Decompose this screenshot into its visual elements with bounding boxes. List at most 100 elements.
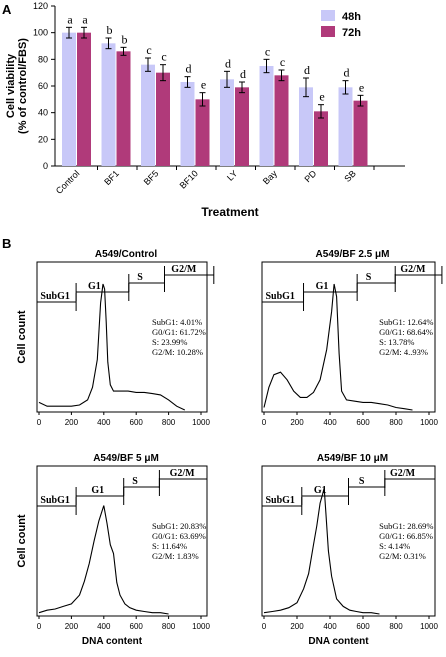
x-axis-label: DNA content [82, 636, 143, 647]
bar-48h-BF10 [180, 82, 195, 166]
significance-letter: d [240, 67, 246, 81]
gate-label-G1: G1 [91, 485, 104, 496]
histogram-curve [38, 283, 186, 411]
bar-72h-BF5 [156, 72, 170, 166]
stat-line: G2/M: 1.83% [152, 551, 199, 561]
stat-line: S: 11.64% [152, 541, 187, 551]
x-tick-label: 600 [130, 418, 144, 427]
significance-letter: d [344, 66, 350, 80]
x-tick-label: 600 [356, 622, 370, 631]
stat-line: G0/G1: 68.64% [379, 327, 433, 337]
x-tick-label: 0 [262, 622, 267, 631]
x-tick-label: PD [302, 168, 318, 184]
stat-line: SubG1: 20.83% [152, 521, 206, 531]
y-tick-label: 120 [33, 1, 48, 11]
significance-letter: d [225, 56, 231, 70]
bar-72h-LY [235, 87, 249, 166]
x-tick-label: 0 [262, 418, 267, 427]
x-tick-label: 800 [389, 418, 403, 427]
significance-letter: d [186, 62, 192, 76]
bar-72h-SB [353, 100, 368, 166]
x-tick-label: 600 [356, 418, 370, 427]
x-tick-label: 800 [162, 622, 176, 631]
histogram-frame [36, 261, 208, 413]
histogram-title: A549/BF 5 μM [93, 453, 159, 464]
x-tick-label: SB [342, 168, 358, 184]
histogram-curve [38, 505, 169, 615]
bar-48h-BF5 [141, 64, 155, 166]
y-tick-label: 80 [38, 54, 48, 64]
stat-line: S: 4.14% [379, 541, 410, 551]
stat-line: G2/M: 4..93% [379, 347, 428, 357]
stat-line: G0/G1: 63.69% [152, 531, 206, 541]
y-axis-label: Cell count [16, 514, 28, 568]
legend-swatch-48h [321, 10, 335, 21]
x-tick-label: 0 [37, 418, 42, 427]
bar-48h-Bay [259, 66, 274, 166]
stat-line: G2/M: 0.31% [379, 551, 426, 561]
gate-label-G2/M: G2/M [400, 264, 426, 275]
bar-48h-BF1 [101, 43, 116, 167]
bar-72h-Control [77, 32, 91, 166]
gate-label-S: S [137, 272, 143, 283]
x-axis-label: Treatment [201, 205, 258, 219]
stat-line: SubG1: 4.01% [152, 317, 202, 327]
significance-letter: c [280, 55, 285, 69]
x-tick-label: 600 [130, 622, 144, 631]
bar-72h-PD [314, 111, 328, 166]
gate-label-G1: G1 [88, 281, 101, 292]
x-tick-label: 0 [37, 622, 42, 631]
y-tick-label: 60 [38, 81, 48, 91]
x-tick-label: 1000 [420, 622, 438, 631]
gate-label-G2/M: G2/M [171, 264, 197, 275]
histogram-title: A549/BF 2.5 μM [316, 249, 390, 260]
gate-label-SubG1: SubG1 [40, 291, 69, 302]
x-tick-label: Bay [261, 168, 279, 186]
stat-line: G2/M: 10.28% [152, 347, 203, 357]
y-tick-label: 40 [38, 108, 48, 118]
gate-label-S: S [359, 476, 365, 487]
x-axis-label: DNA content [308, 636, 369, 647]
gate-label-G1: G1 [316, 281, 329, 292]
x-tick-label: 1000 [192, 622, 210, 631]
x-tick-label: 200 [65, 622, 79, 631]
x-tick-label: Control [54, 168, 82, 196]
gate-label-G2/M: G2/M [170, 468, 196, 479]
histogram-title: A549/BF 10 μM [317, 453, 388, 464]
x-tick-label: 400 [323, 418, 337, 427]
histogram-title: A549/Control [95, 249, 157, 260]
y-axis-label: Cell viability [5, 53, 17, 118]
stat-line: S: 23.99% [152, 337, 187, 347]
x-tick-label: 400 [97, 418, 111, 427]
x-tick-label: 1000 [420, 418, 438, 427]
histogram-frame [261, 261, 436, 413]
x-tick-label: 400 [323, 622, 337, 631]
x-tick-label: 800 [162, 418, 176, 427]
histogram-curve [263, 283, 413, 411]
significance-letter: c [146, 43, 151, 57]
y-tick-label: 100 [33, 28, 48, 38]
bar-48h-SB [338, 87, 353, 166]
gate-label-G1: G1 [314, 485, 327, 496]
significance-letter: b [122, 32, 128, 46]
legend-label-72h: 72h [342, 27, 361, 39]
x-tick-label: 400 [97, 622, 111, 631]
significance-letter: e [201, 78, 206, 92]
stat-line: SubG1: 28.69% [379, 521, 433, 531]
x-tick-label: LY [225, 168, 239, 182]
significance-letter: e [319, 90, 324, 104]
significance-letter: b [107, 23, 113, 37]
bar-72h-BF10 [195, 99, 210, 166]
legend-swatch-72h [321, 26, 335, 37]
x-tick-label: BF10 [178, 168, 200, 190]
significance-letter: a [82, 12, 88, 26]
x-tick-label: BF1 [102, 168, 121, 187]
bar-48h-PD [299, 87, 313, 166]
y-tick-label: 20 [38, 134, 48, 144]
stat-line: SubG1: 12.64% [379, 317, 433, 327]
gate-label-SubG1: SubG1 [265, 495, 294, 506]
gate-label-SubG1: SubG1 [265, 291, 294, 302]
significance-letter: c [265, 44, 270, 58]
significance-letter: c [161, 50, 166, 64]
